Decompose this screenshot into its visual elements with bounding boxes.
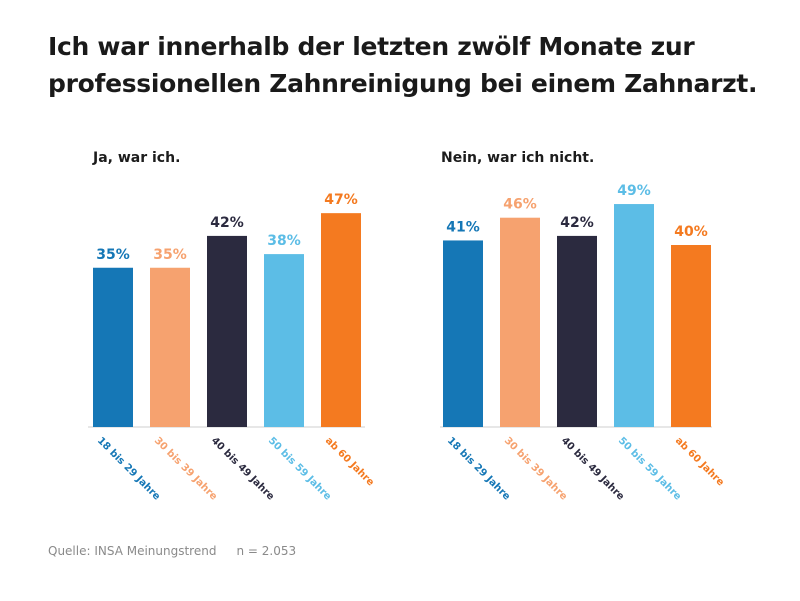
value-label-nein-5: 40%	[674, 224, 708, 240]
bar-nein-3	[557, 235, 597, 427]
bar-ja-3	[207, 235, 247, 427]
bar-ja-1	[93, 267, 133, 427]
category-label-ja-3: 40 bis 49 Jahre	[209, 435, 276, 502]
bar-ja-5	[321, 213, 361, 427]
title-line-1: Ich war innerhalb der letzten zwölf Mona…	[48, 32, 695, 61]
category-label-ja-5: ab 60 Jahre	[323, 435, 376, 488]
category-label-nein-2: 30 bis 39 Jahre	[502, 435, 569, 502]
value-label-ja-2: 35%	[153, 247, 187, 263]
category-label-ja-4: 50 bis 59 Jahre	[266, 435, 333, 502]
value-label-ja-4: 38%	[267, 233, 301, 249]
value-label-nein-2: 46%	[503, 197, 537, 213]
bar-nein-5	[671, 245, 711, 427]
chart-ja: Ja, war ich. 35% 18 bis 29 Jahre 35% 30 bis…	[88, 150, 376, 503]
category-label-nein-5: ab 60 Jahre	[673, 435, 726, 488]
chart-title: Ich war innerhalb der letzten zwölf Mona…	[48, 28, 788, 102]
category-label-nein-4: 50 bis 59 Jahre	[616, 435, 683, 502]
value-label-ja-1: 35%	[96, 247, 130, 263]
footer: Quelle: INSA Meinungstrend n = 2.053	[48, 544, 296, 558]
value-label-ja-5: 47%	[324, 192, 358, 208]
category-label-ja-1: 18 bis 29 Jahre	[95, 435, 162, 502]
chart-nein: Nein, war ich nicht. 41% 18 bis 29 Jahre 4…	[440, 150, 726, 503]
chart-nein-title: Nein, war ich nicht.	[441, 150, 594, 166]
value-label-ja-3: 42%	[210, 215, 244, 231]
value-label-nein-1: 41%	[446, 219, 480, 235]
bar-nein-1	[443, 240, 483, 427]
category-label-nein-3: 40 bis 49 Jahre	[559, 435, 626, 502]
category-label-ja-2: 30 bis 39 Jahre	[152, 435, 219, 502]
chart-ja-title: Ja, war ich.	[92, 150, 180, 166]
category-label-nein-1: 18 bis 29 Jahre	[445, 435, 512, 502]
sample-size: n = 2.053	[236, 544, 297, 558]
bar-ja-4	[264, 254, 304, 427]
bar-nein-2	[500, 217, 540, 427]
value-label-nein-4: 49%	[617, 183, 651, 199]
bar-ja-2	[150, 267, 190, 427]
title-line-2: professionellen Zahnreinigung bei einem …	[48, 69, 758, 98]
value-label-nein-3: 42%	[560, 215, 594, 231]
bar-nein-4	[614, 204, 654, 427]
source-note: Quelle: INSA Meinungstrend	[48, 544, 217, 558]
